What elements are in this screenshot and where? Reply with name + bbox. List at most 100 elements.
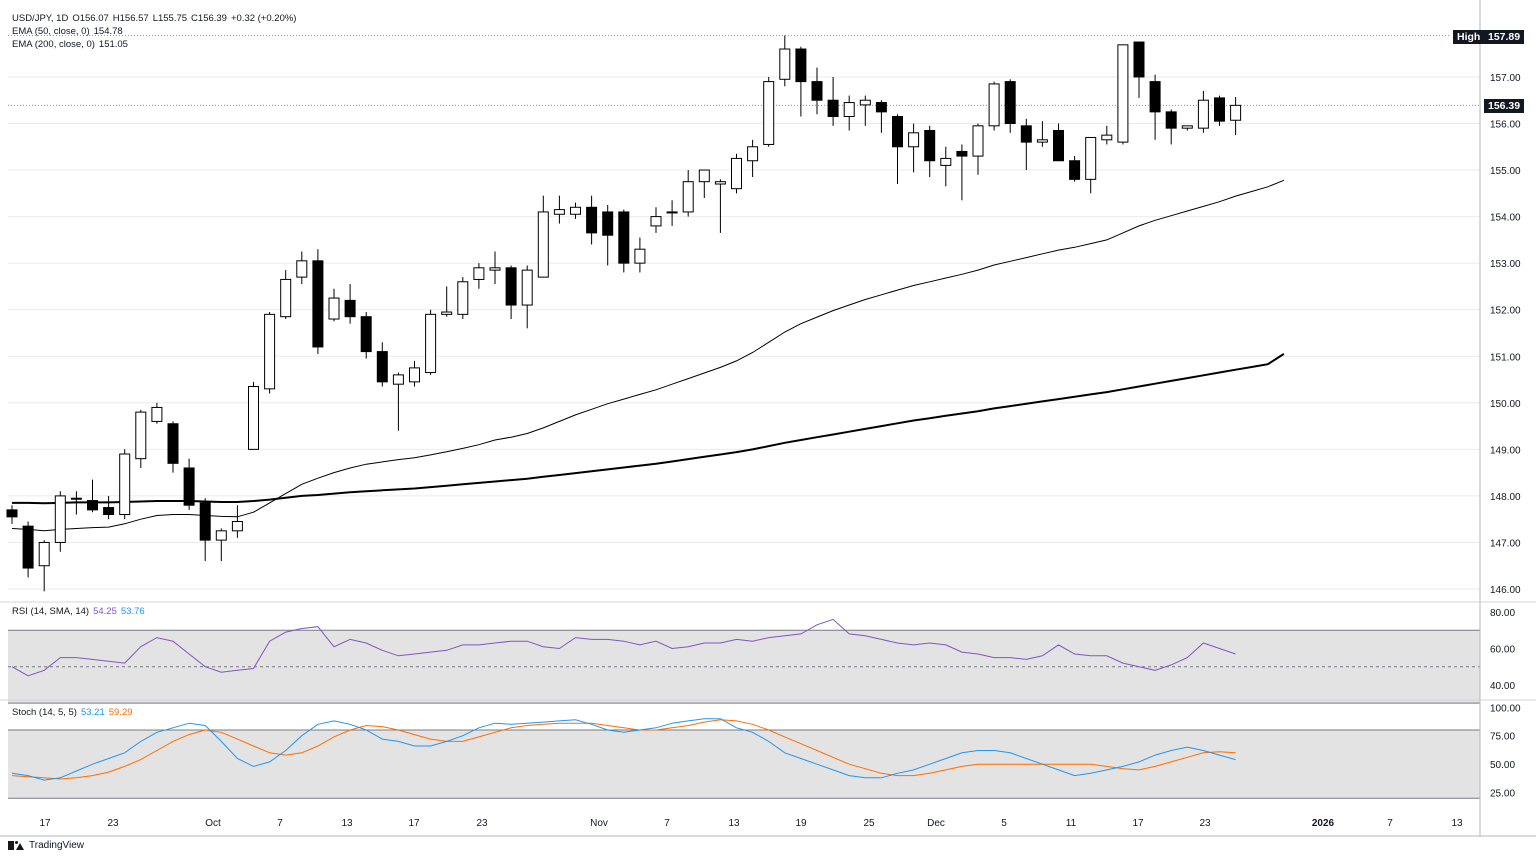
ema50-value: 154.78 <box>93 26 123 37</box>
rsi-line <box>11 618 1236 677</box>
candle-body <box>1101 134 1113 141</box>
candle <box>167 421 179 473</box>
candle <box>1165 109 1177 145</box>
candle-body <box>1085 136 1097 180</box>
candle <box>70 491 82 515</box>
candle-body <box>6 509 18 518</box>
tradingview-footer: TradingView <box>8 840 84 851</box>
candle-body <box>151 406 163 422</box>
candle <box>457 277 469 320</box>
candle-body <box>296 260 308 278</box>
candle-body <box>215 530 227 541</box>
candle-body <box>924 129 936 162</box>
ema200-value: 151.05 <box>98 39 128 50</box>
candle-body <box>87 500 98 511</box>
axes <box>0 0 1536 837</box>
price-tick-label: 147.00 <box>1490 538 1521 549</box>
candle <box>570 202 581 219</box>
candle <box>392 372 404 431</box>
candle-body <box>956 150 968 157</box>
candle <box>505 265 517 320</box>
price-tick-label: 150.00 <box>1490 399 1521 410</box>
candle <box>1117 44 1129 145</box>
candle <box>827 76 839 126</box>
ema50-label: EMA (50, close, 0) <box>12 26 90 37</box>
rsi-lines <box>11 618 1236 677</box>
candle-body <box>312 260 324 348</box>
candle <box>344 284 356 324</box>
candle <box>521 265 533 329</box>
high-tag-label: High <box>1453 30 1485 44</box>
rsi-tick-label: 60.00 <box>1490 645 1515 656</box>
symbol-label: USD/JPY, 1D <box>12 13 69 24</box>
time-tick-label: Nov <box>590 818 608 829</box>
candle-body <box>183 467 195 506</box>
candle <box>135 409 147 468</box>
candle-body <box>1165 111 1177 129</box>
candle <box>698 169 710 198</box>
time-tick-label: 5 <box>1001 818 1007 829</box>
candle <box>425 309 437 375</box>
candle-body <box>280 278 292 318</box>
candle <box>731 153 742 194</box>
ema200-line <box>12 353 1285 505</box>
tradingview-brand: TradingView <box>29 840 85 851</box>
candle <box>666 200 678 226</box>
candle-body <box>537 211 549 278</box>
candle <box>972 123 984 175</box>
candle-body <box>618 211 630 264</box>
ema200-label: EMA (200, close, 0) <box>12 39 95 50</box>
stoch-k-value: 53.21 <box>80 707 105 718</box>
time-tick-label: 17 <box>408 818 420 829</box>
candle <box>682 170 694 217</box>
time-tick-label: 17 <box>39 818 51 829</box>
candle <box>1085 136 1097 194</box>
candle-body <box>505 267 517 306</box>
candle <box>1101 125 1113 145</box>
price-tick-label: 146.00 <box>1490 585 1521 596</box>
candle-body <box>698 169 710 183</box>
candle <box>1214 95 1225 126</box>
candle <box>924 125 936 178</box>
price-tick-label: 152.00 <box>1490 306 1521 317</box>
candle <box>1197 90 1209 133</box>
candle-body <box>586 206 598 234</box>
candle <box>1004 79 1016 133</box>
rsi-band-fill <box>8 630 1480 704</box>
candle-body <box>892 116 903 148</box>
rsi-tick-label: 40.00 <box>1490 681 1515 692</box>
candle-body <box>972 125 984 157</box>
price-gridlines <box>8 35 1480 590</box>
candle-body <box>425 313 437 374</box>
candle <box>795 46 807 117</box>
candle-body <box>1133 41 1145 78</box>
candle <box>747 139 759 178</box>
candle <box>956 144 968 201</box>
candle-body <box>376 351 388 383</box>
candle-body <box>1230 104 1242 121</box>
stoch-tick-label: 25.00 <box>1490 789 1515 800</box>
stoch-tick-label: 100.00 <box>1490 703 1521 714</box>
candle <box>215 528 227 562</box>
candle <box>489 251 501 285</box>
candle <box>1053 123 1064 162</box>
candle <box>183 458 195 510</box>
candle <box>54 491 66 552</box>
time-tick-label: 13 <box>341 818 353 829</box>
candle <box>151 402 163 424</box>
candle <box>280 270 292 320</box>
candle-body <box>344 299 356 318</box>
stoch-band <box>8 729 1480 799</box>
stoch-lines <box>11 718 1236 781</box>
time-tick-label: 13 <box>1451 818 1463 829</box>
candle-body <box>457 281 469 315</box>
stoch-legend: Stoch (14, 5, 5) 53.21 59.29 <box>12 707 137 718</box>
candle <box>763 76 775 147</box>
tradingview-logo-icon <box>8 841 24 850</box>
candle <box>875 100 887 133</box>
price-tick-label: 156.00 <box>1490 120 1521 131</box>
price-tick-label: 151.00 <box>1490 352 1521 363</box>
candle <box>38 540 50 592</box>
candle-body <box>22 525 34 569</box>
